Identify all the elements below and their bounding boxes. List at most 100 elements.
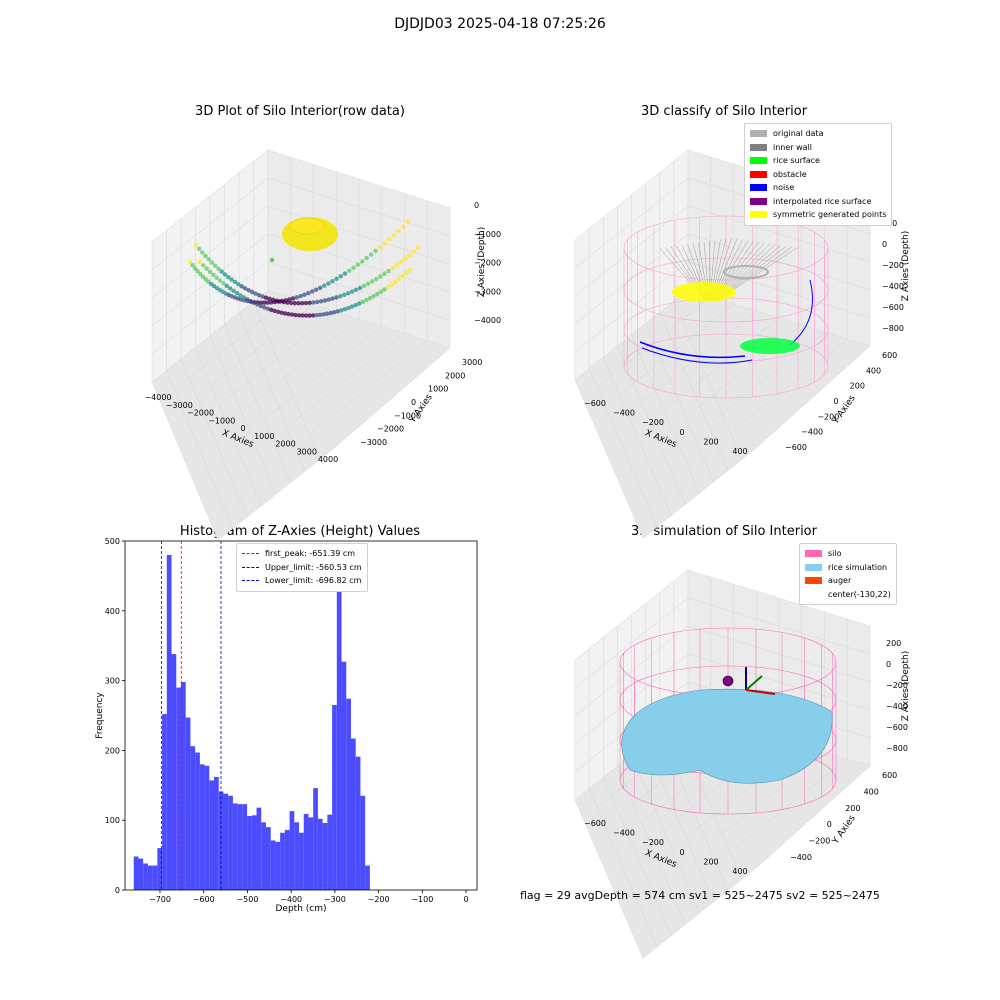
grid-line	[574, 205, 871, 297]
histogram-legend: first_peak: -651.39 cm Upper_limit: -560.…	[236, 543, 368, 592]
raw-point	[228, 286, 233, 291]
y-tick-label: 0	[834, 397, 839, 406]
raw-point	[279, 310, 284, 315]
histogram-bar	[294, 822, 300, 890]
x-tick-label: 4000	[318, 455, 338, 464]
auger-axis-y	[745, 675, 763, 691]
raw-point	[211, 272, 216, 278]
simulation-3d-panel: −600−400−2000200400−400−2000200400600200…	[574, 569, 911, 959]
histogram-bar	[256, 807, 262, 890]
raw-point	[360, 299, 366, 305]
raw-point	[364, 255, 369, 261]
raw-point	[294, 295, 300, 300]
raw-point	[346, 305, 351, 311]
raw-point	[192, 266, 198, 271]
histogram-bar	[190, 746, 196, 890]
grid-line	[195, 347, 262, 506]
histogram-bar	[214, 776, 219, 890]
raw-point	[292, 300, 298, 306]
histogram-bar	[199, 764, 205, 890]
grid-line	[597, 296, 711, 388]
raw-point	[322, 298, 328, 303]
raw-point	[193, 242, 199, 248]
histogram-title: Histogram of Z-Axies (Height) Values	[179, 524, 421, 539]
grid-line	[174, 297, 291, 390]
y-tick-label: 400	[105, 607, 120, 616]
raw-point	[357, 285, 363, 291]
raw-point	[286, 311, 291, 317]
raw-point	[219, 269, 224, 274]
z-tick-label: −4000	[474, 316, 501, 325]
grid-line	[197, 304, 314, 397]
raw-point	[204, 266, 209, 271]
raw-point	[324, 311, 330, 316]
raw-point	[256, 292, 262, 298]
z-tick-label: −600	[886, 723, 908, 732]
histogram-bar	[275, 841, 281, 890]
histogram-bar	[171, 654, 177, 890]
x-tick-label: 0	[679, 848, 684, 857]
raw-point	[367, 295, 373, 301]
histogram-bar	[341, 661, 347, 890]
x-tick-label: −500	[236, 895, 258, 904]
histogram-bar	[355, 756, 361, 890]
histogram-bar	[218, 791, 224, 890]
grid-line	[242, 318, 360, 412]
raw-point	[274, 298, 279, 303]
raw-point	[328, 310, 333, 316]
raw-point	[258, 303, 264, 309]
raw-point	[231, 288, 236, 294]
raw-point	[296, 313, 302, 318]
x-tick-label: 200	[703, 857, 718, 866]
raw-point	[321, 312, 326, 317]
classify-panel-title: 3D classify of Silo Interior	[640, 104, 808, 119]
x-tick-label: −200	[368, 895, 390, 904]
histogram-bar	[152, 865, 158, 890]
legend-swatch	[805, 563, 822, 571]
y-tick-label: 3000	[462, 358, 482, 367]
raw-point	[318, 285, 323, 290]
raw-point	[342, 271, 348, 276]
raw-point	[338, 274, 343, 279]
histogram-bar	[350, 738, 356, 890]
z-tick-label: −800	[882, 324, 904, 333]
raw-point	[377, 245, 383, 250]
z-tick-label: −400	[882, 282, 904, 291]
raw-point	[267, 296, 272, 302]
y-tick-label: −400	[790, 853, 812, 862]
raw-point	[249, 289, 255, 295]
raw-point	[207, 269, 213, 275]
legend-line-swatch	[242, 553, 259, 555]
raw-point	[398, 259, 404, 265]
y-axis-label: Y Axies	[830, 813, 858, 846]
raw-point	[338, 293, 343, 299]
y-tick-label: −600	[785, 443, 807, 452]
y-tick-label: −1000	[394, 411, 421, 420]
raw-point	[385, 284, 391, 290]
grid-line	[603, 357, 672, 516]
histogram-bar	[237, 804, 243, 890]
raw-point	[269, 307, 274, 313]
raw-point	[357, 301, 362, 306]
y-tick-label: 600	[882, 771, 897, 780]
y-tick-label: 0	[411, 398, 416, 407]
x-tick-label: −200	[642, 838, 664, 847]
raw-point	[300, 313, 305, 318]
raw-point	[382, 241, 387, 246]
raw-outlier-point	[269, 257, 275, 263]
raw-point	[310, 313, 316, 318]
y-tick-label: −200	[808, 837, 830, 846]
histogram-bars	[133, 554, 370, 890]
raw-point	[260, 294, 265, 299]
raw-point	[198, 271, 203, 277]
legend-label: rice simulation	[828, 562, 888, 572]
raw-point	[262, 305, 267, 310]
grid-line	[617, 346, 686, 505]
raw-point	[212, 263, 218, 268]
silo-wireframe	[623, 215, 829, 399]
simulation-panel-title: 3D simulation of Silo Interior	[631, 524, 817, 539]
histogram-bar	[166, 554, 172, 890]
raw-point	[400, 273, 405, 279]
raw-point	[216, 266, 221, 271]
x-tick-label: −2000	[187, 409, 214, 418]
